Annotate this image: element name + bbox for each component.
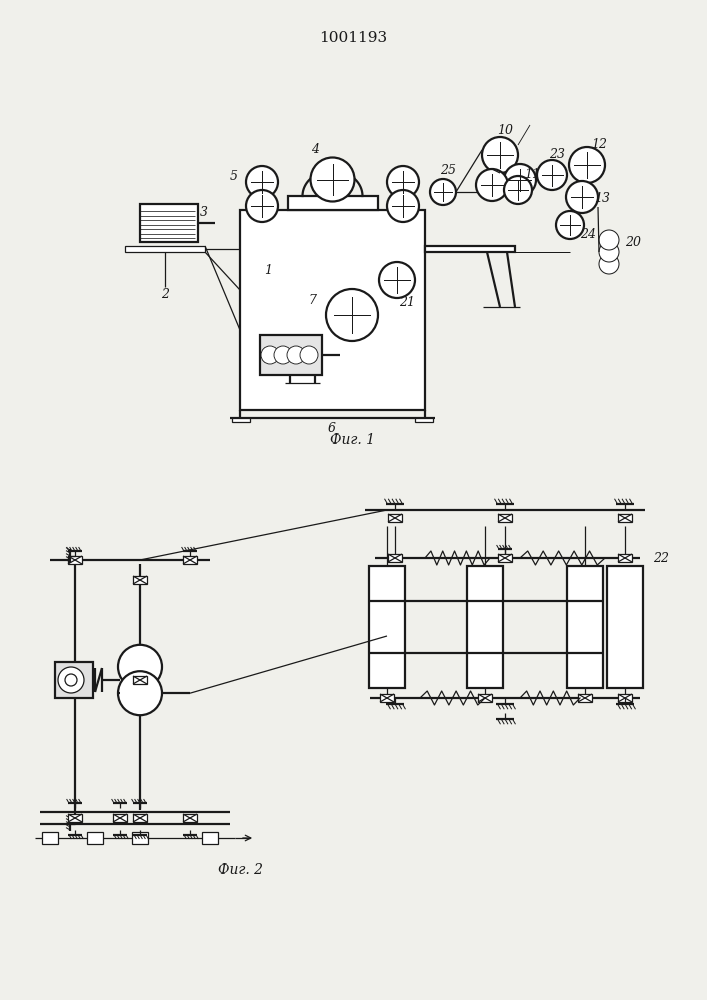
Bar xyxy=(478,694,492,702)
Text: 13: 13 xyxy=(594,192,610,206)
Circle shape xyxy=(261,346,279,364)
Circle shape xyxy=(599,230,619,250)
Bar xyxy=(125,246,205,252)
Text: 3: 3 xyxy=(200,206,208,219)
Text: 4: 4 xyxy=(312,143,320,156)
Bar xyxy=(607,566,643,688)
Circle shape xyxy=(118,671,162,715)
Circle shape xyxy=(379,262,415,298)
Circle shape xyxy=(504,176,532,204)
Bar xyxy=(498,554,512,562)
Circle shape xyxy=(569,147,605,183)
Circle shape xyxy=(430,179,456,205)
Bar xyxy=(498,514,512,522)
Circle shape xyxy=(58,667,84,693)
Bar xyxy=(87,832,103,844)
Bar xyxy=(415,418,433,422)
Bar xyxy=(380,694,394,702)
Bar xyxy=(68,556,82,564)
Circle shape xyxy=(537,160,567,190)
Text: 1001193: 1001193 xyxy=(319,31,387,45)
Circle shape xyxy=(556,211,584,239)
Bar xyxy=(260,335,322,375)
Bar xyxy=(232,418,250,422)
Circle shape xyxy=(504,164,536,196)
Bar xyxy=(140,204,198,242)
Circle shape xyxy=(387,190,419,222)
Bar xyxy=(369,566,405,688)
Bar xyxy=(68,814,82,822)
Bar xyxy=(133,576,147,584)
Bar xyxy=(578,694,592,702)
Text: 5: 5 xyxy=(230,170,238,184)
Bar xyxy=(133,814,147,822)
Circle shape xyxy=(476,169,508,201)
Text: 10: 10 xyxy=(497,123,513,136)
Text: 23: 23 xyxy=(549,148,565,161)
Text: 20: 20 xyxy=(625,235,641,248)
Text: Фиг. 2: Фиг. 2 xyxy=(218,863,262,877)
Text: Фиг. 1: Фиг. 1 xyxy=(329,433,375,447)
Circle shape xyxy=(310,157,354,202)
Bar xyxy=(567,566,603,688)
Text: 22: 22 xyxy=(653,552,669,564)
Bar xyxy=(288,196,378,210)
Text: 7: 7 xyxy=(308,294,316,306)
Text: 25: 25 xyxy=(440,163,456,176)
Bar xyxy=(425,246,515,252)
Text: 6: 6 xyxy=(328,422,336,434)
Circle shape xyxy=(566,181,598,213)
Text: 11: 11 xyxy=(524,168,540,182)
Circle shape xyxy=(599,242,619,262)
Circle shape xyxy=(274,346,292,364)
Bar xyxy=(481,188,503,196)
Bar xyxy=(133,676,147,684)
Bar xyxy=(618,694,632,702)
Bar xyxy=(618,514,632,522)
Circle shape xyxy=(246,190,278,222)
Circle shape xyxy=(246,166,278,198)
Bar xyxy=(42,832,58,844)
Text: 21: 21 xyxy=(399,296,415,308)
Text: 2: 2 xyxy=(161,288,169,300)
Bar xyxy=(618,554,632,562)
Bar xyxy=(240,210,425,410)
Circle shape xyxy=(300,346,318,364)
Circle shape xyxy=(65,674,77,686)
Circle shape xyxy=(287,346,305,364)
Bar xyxy=(132,832,148,844)
Bar xyxy=(183,556,197,564)
Bar xyxy=(388,514,402,522)
Text: 24: 24 xyxy=(580,229,596,241)
Bar xyxy=(202,832,218,844)
Circle shape xyxy=(482,137,518,173)
Circle shape xyxy=(599,254,619,274)
Text: 12: 12 xyxy=(591,138,607,151)
Bar xyxy=(388,554,402,562)
Circle shape xyxy=(118,645,162,689)
Circle shape xyxy=(387,166,419,198)
Bar xyxy=(467,566,503,688)
Circle shape xyxy=(326,289,378,341)
Bar xyxy=(113,814,127,822)
Bar xyxy=(55,662,93,698)
Text: 1: 1 xyxy=(264,263,272,276)
Bar xyxy=(183,814,197,822)
